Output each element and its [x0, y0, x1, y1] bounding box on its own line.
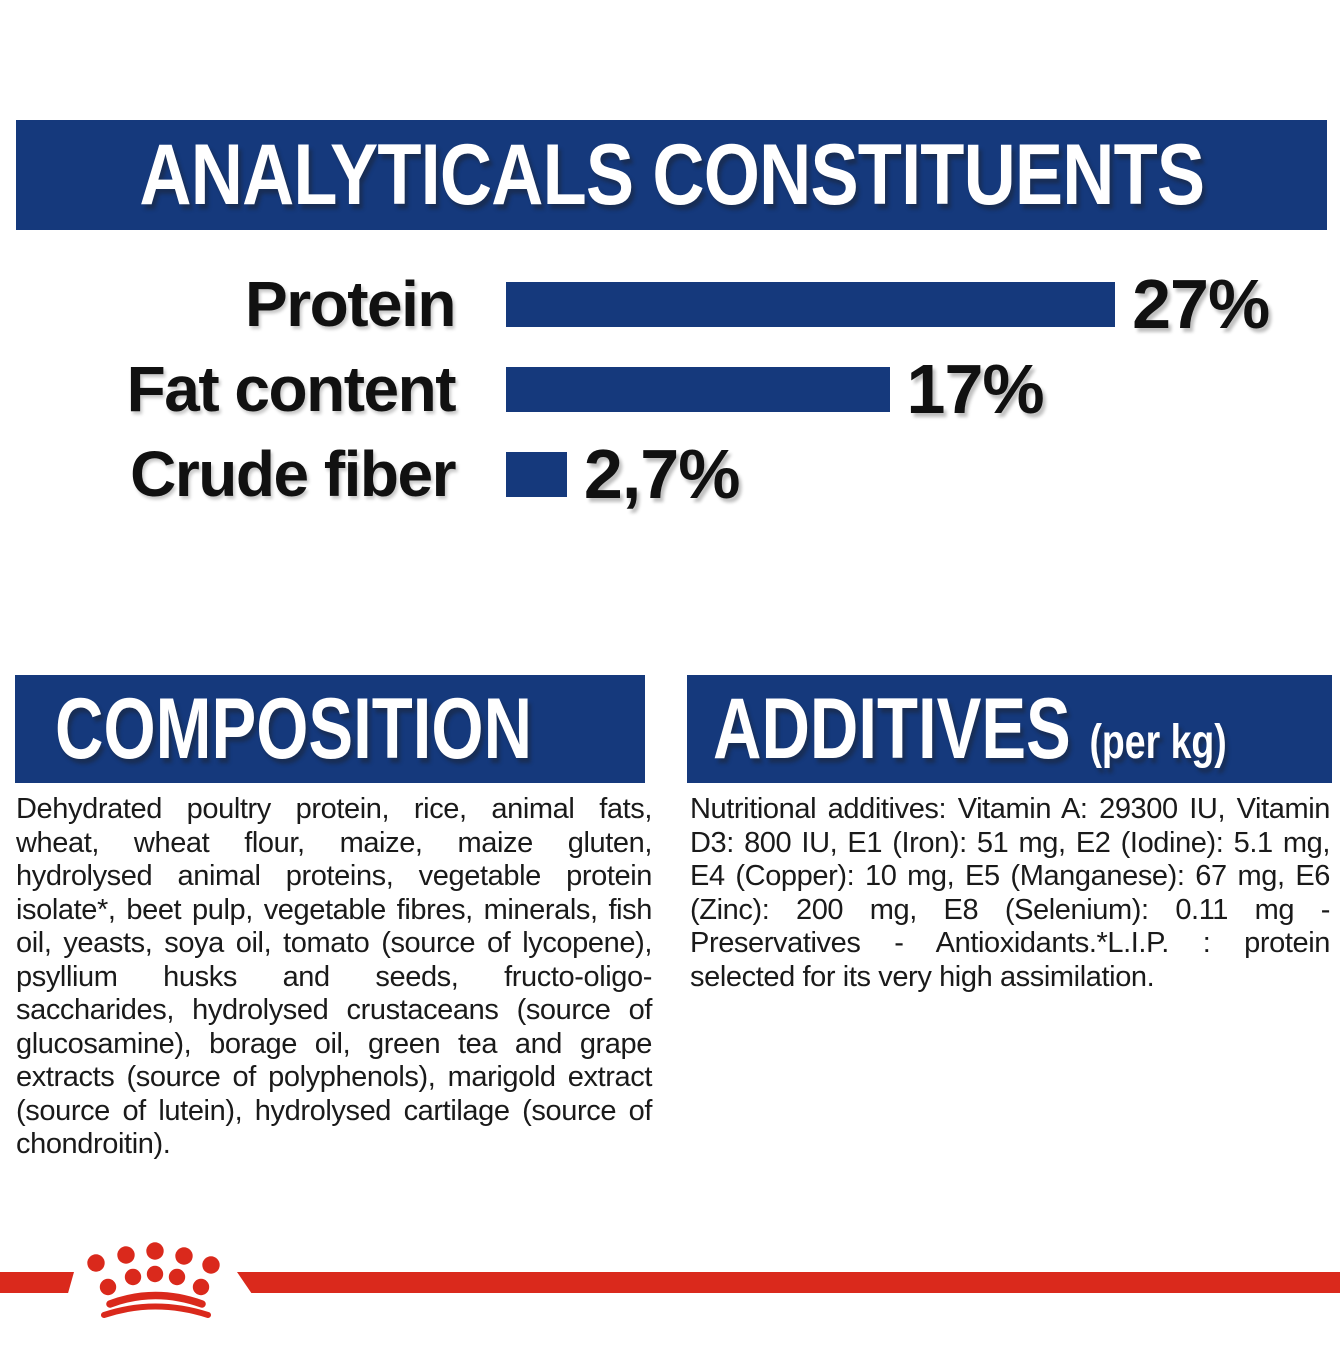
chart-row-protein: Protein 27% — [0, 265, 1340, 343]
footer-stripe-right — [237, 1272, 1340, 1293]
chart-bar — [506, 282, 1116, 327]
chart-bar — [506, 452, 567, 497]
royal-canin-crown-icon — [87, 1242, 220, 1318]
chart-label: Crude fiber — [130, 438, 456, 510]
chart-value: 2,7% — [583, 435, 741, 513]
chart-value: 27% — [1132, 265, 1270, 343]
additives-banner: ADDITIVES (per kg) — [687, 675, 1332, 783]
composition-text: Dehydrated poultry protein, rice, animal… — [16, 793, 652, 1160]
footer-stripe-left — [0, 1272, 74, 1293]
analyticals-title: ANALYTICALS CONSTITUENTS — [139, 127, 1205, 223]
composition-banner: COMPOSITION — [15, 675, 645, 783]
chart-label: Protein — [245, 268, 456, 340]
additives-text: Nutritional additives: Vitamin A: 29300 … — [690, 793, 1330, 993]
composition-title: COMPOSITION — [55, 681, 533, 777]
analyticals-banner: ANALYTICALS CONSTITUENTS — [16, 120, 1327, 230]
chart-bar — [506, 367, 890, 412]
chart-value: 17% — [906, 350, 1045, 428]
additives-unit: (per kg) — [1089, 716, 1227, 769]
additives-title: ADDITIVES — [713, 681, 1071, 777]
chart-row-fiber: Crude fiber 2,7% — [0, 435, 1340, 513]
chart-row-fat: Fat content 17% — [0, 350, 1340, 428]
chart-label: Fat content — [126, 353, 457, 425]
